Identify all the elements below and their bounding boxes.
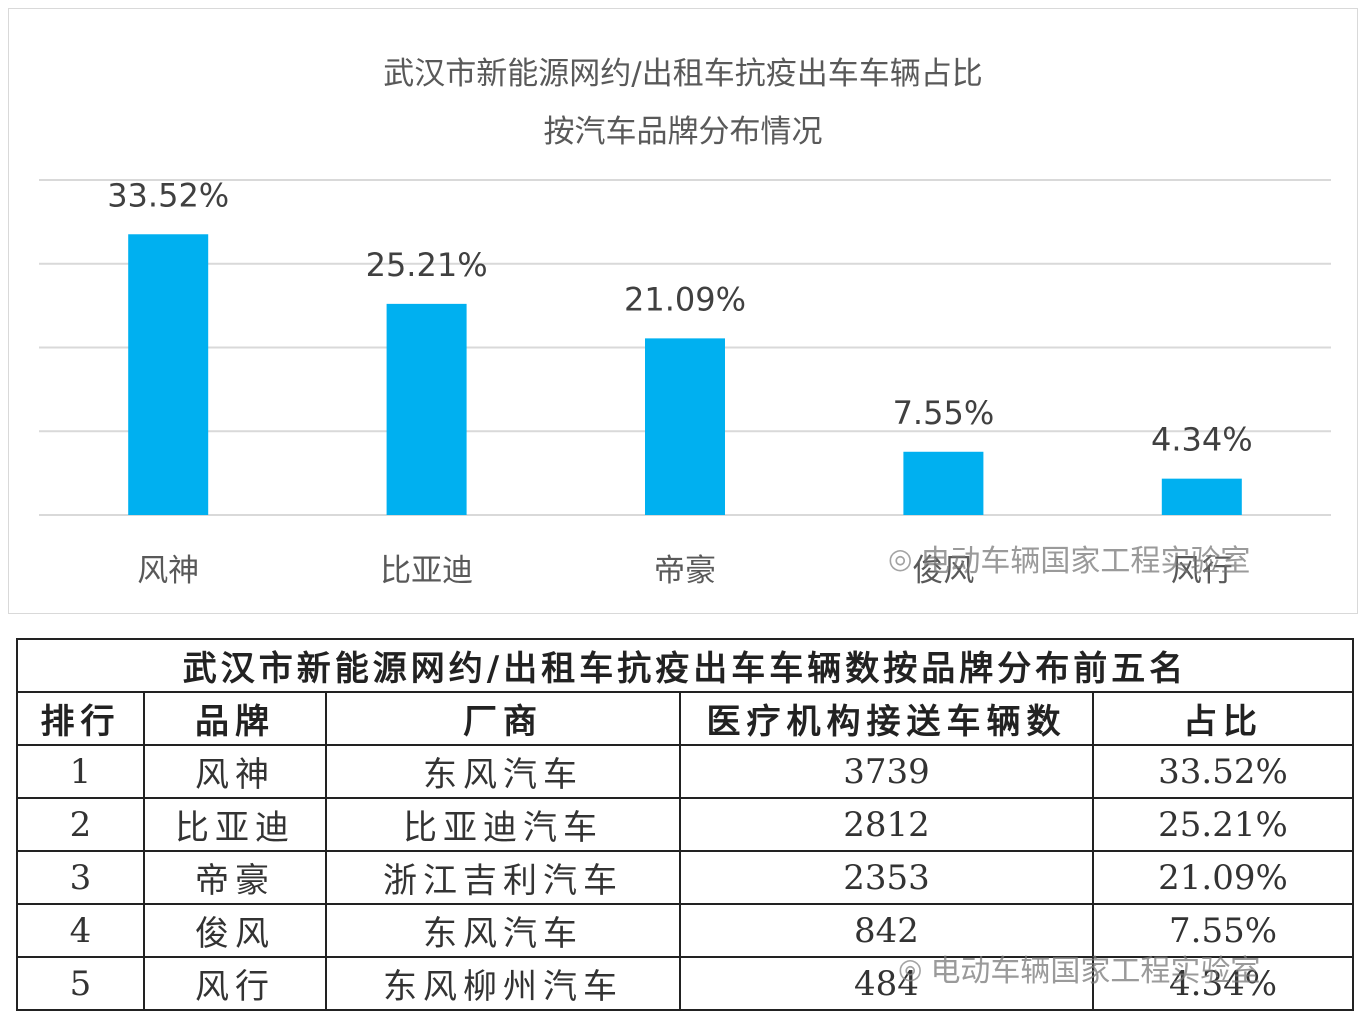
category-label: 风神 [137, 553, 199, 589]
cell-brand: 风神 [143, 744, 327, 799]
bar [645, 338, 725, 515]
category-label: 帝豪 [654, 553, 716, 589]
chart-panel: 武汉市新能源网约/出租车抗疫出车车辆占比 按汽车品牌分布情况 33.52% 风神 2… [8, 8, 1358, 614]
data-label: 21.09% [624, 280, 746, 318]
watermark: ◎ 电动车辆国家工程实验室 [898, 946, 1260, 990]
cell-count: 484 [679, 956, 1094, 1011]
cell-maker: 东风柳州汽车 [325, 956, 681, 1011]
wechat-icon: ◎ [888, 541, 913, 575]
watermark-text: 电动车辆国家工程实验室 [920, 544, 1251, 579]
header-brand: 品牌 [143, 691, 327, 746]
data-label: 7.55% [893, 394, 995, 432]
watermark: ◎ 电动车辆国家工程实验室 [888, 536, 1250, 580]
table-row: 5 风行 东风柳州汽车 484 4.34% [16, 956, 1355, 1011]
cell-count: 2812 [679, 797, 1094, 852]
cell-maker: 东风汽车 [325, 903, 681, 958]
table-row: 1 风神 东风汽车 3739 33.52% [16, 744, 1355, 799]
table-row: 4 俊风 东风汽车 842 7.55% [16, 903, 1355, 958]
bar [1161, 478, 1242, 515]
cell-share: 33.52% [1091, 744, 1355, 799]
cell-count: 2353 [679, 850, 1094, 905]
table-header-row: 排行 品牌 厂商 医疗机构接送车辆数 占比 [16, 691, 1355, 746]
header-maker: 厂商 [325, 691, 681, 746]
cell-count: 3739 [679, 744, 1094, 799]
data-label: 25.21% [366, 246, 488, 284]
cell-rank: 2 [16, 797, 145, 852]
header-count: 医疗机构接送车辆数 [679, 691, 1094, 746]
chart-title: 武汉市新能源网约/出租车抗疫出车车辆占比 按汽车品牌分布情况 [9, 45, 1357, 161]
cell-brand: 俊风 [143, 903, 327, 958]
cell-share: 4.34% [1091, 956, 1355, 1011]
category-label: 比亚迪 [380, 553, 473, 589]
cell-rank: 3 [16, 850, 145, 905]
bar [903, 451, 984, 515]
bar-chart: 33.52% 风神 25.21% 比亚迪 21.09% 帝豪 7.55% 俊风 4.34% 风行 [39, 176, 1331, 589]
watermark-text: 电动车辆国家工程实验室 [930, 954, 1261, 989]
data-label: 4.34% [1151, 421, 1253, 459]
cell-count: 842 [679, 903, 1094, 958]
header-share: 占比 [1091, 691, 1355, 746]
cell-rank: 5 [16, 956, 145, 1011]
data-table: 武汉市新能源网约/出租车抗疫出车车辆数按品牌分布前五名 排行 品牌 厂商 医疗机… [15, 638, 1355, 1011]
bar [386, 303, 467, 515]
cell-rank: 1 [16, 744, 145, 799]
cell-share: 25.21% [1091, 797, 1355, 852]
cell-maker: 比亚迪汽车 [325, 797, 681, 852]
table-row: 2 比亚迪 比亚迪汽车 2812 25.21% [16, 797, 1355, 852]
chart-title-line-1: 武汉市新能源网约/出租车抗疫出车车辆占比 [383, 56, 983, 92]
category-label: 风行 [1171, 553, 1233, 589]
bar [128, 234, 209, 515]
cell-brand: 帝豪 [143, 850, 327, 905]
cell-brand: 比亚迪 [143, 797, 327, 852]
table-row: 3 帝豪 浙江吉利汽车 2353 21.09% [16, 850, 1355, 905]
data-label: 33.52% [107, 176, 229, 214]
header-rank: 排行 [16, 691, 145, 746]
cell-maker: 东风汽车 [325, 744, 681, 799]
cell-share: 7.55% [1091, 903, 1355, 958]
cell-brand: 风行 [143, 956, 327, 1011]
category-label: 俊风 [912, 553, 974, 589]
chart-title-line-2: 按汽车品牌分布情况 [543, 114, 823, 150]
cell-maker: 浙江吉利汽车 [325, 850, 681, 905]
cell-share: 21.09% [1091, 850, 1355, 905]
cell-rank: 4 [16, 903, 145, 958]
wechat-icon: ◎ [898, 951, 923, 985]
table-caption: 武汉市新能源网约/出租车抗疫出车车辆数按品牌分布前五名 [15, 638, 1355, 693]
